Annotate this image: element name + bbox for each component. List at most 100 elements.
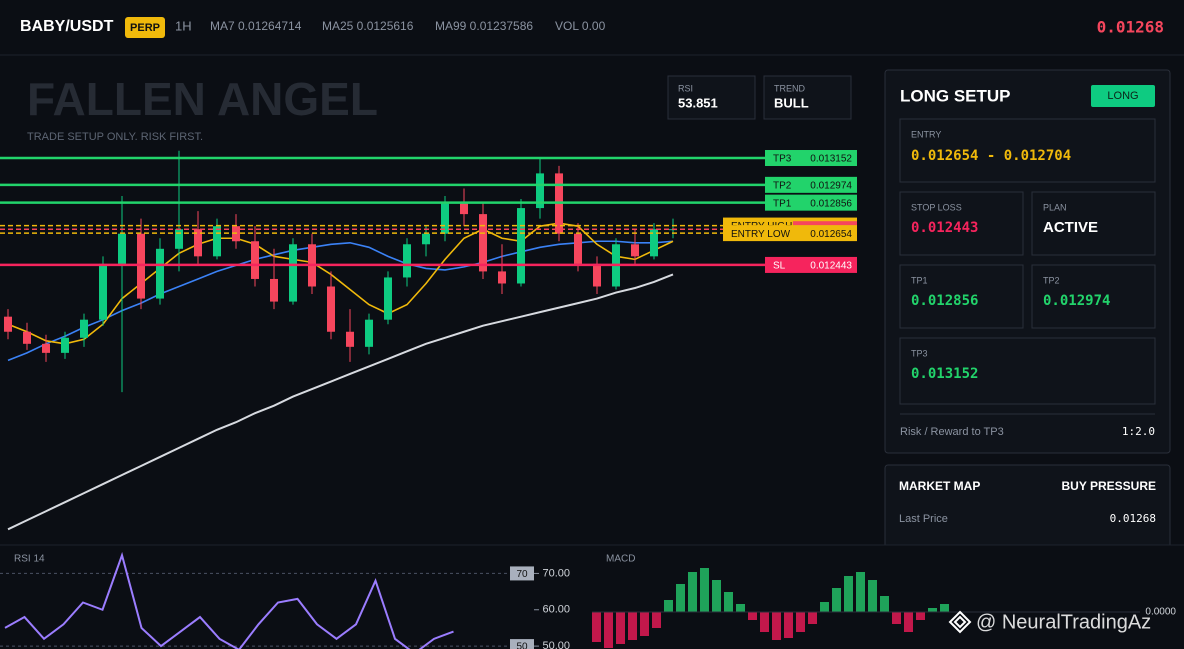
macd-bar — [640, 612, 649, 636]
y-tick-label: 0.0000 — [1145, 607, 1176, 618]
macd-bar — [940, 604, 949, 612]
level-box — [510, 566, 534, 581]
tp2-label: TP2 — [1043, 275, 1060, 285]
macd-bar — [616, 612, 625, 644]
volume: VOL 0.00 — [555, 19, 606, 33]
trend-box — [763, 75, 852, 120]
candle-body — [213, 226, 221, 257]
watermark-title: FALLEN ANGEL — [27, 73, 378, 125]
stop-label: STOP LOSS — [911, 202, 962, 212]
level-tag — [765, 176, 857, 193]
candle-body — [384, 277, 392, 320]
interval[interactable]: 1H — [175, 18, 192, 33]
level-tag — [765, 150, 857, 167]
candle-body — [422, 233, 430, 245]
macd-bar — [604, 612, 613, 648]
macd-bar — [628, 612, 637, 640]
entry-card — [899, 118, 1156, 183]
tp3-value: 0.013152 — [911, 366, 978, 382]
candle-body — [327, 286, 335, 332]
candle-body — [631, 244, 639, 257]
macd-bar — [748, 612, 757, 620]
candle-body — [270, 278, 278, 302]
level-value: 0.012443 — [810, 261, 852, 272]
y-tick-label: 60.00 — [542, 604, 570, 616]
level-tag — [765, 256, 857, 273]
macd-bar — [880, 596, 889, 612]
macd-bar — [916, 612, 925, 620]
entry-value: 0.012654 - 0.012704 — [911, 148, 1071, 164]
candle-body — [4, 316, 12, 332]
rsi-label: RSI — [678, 83, 693, 93]
tp3-card — [899, 337, 1156, 405]
macd-bar — [796, 612, 805, 632]
macd-bar — [832, 588, 841, 612]
rsi-box — [667, 75, 756, 120]
ma25: MA25 0.0125616 — [322, 19, 414, 33]
macd-bar — [820, 602, 829, 612]
stop-value: 0.012443 — [911, 220, 978, 236]
ma7: MA7 0.01264714 — [210, 19, 302, 33]
candle-body — [118, 233, 126, 264]
trend-value: BULL — [774, 95, 809, 110]
macd-bar — [592, 612, 601, 642]
plan-card — [1031, 191, 1156, 256]
long-badge-text: LONG — [1107, 90, 1138, 102]
trend-label: TREND — [774, 83, 805, 93]
macd-bar — [700, 568, 709, 612]
long-badge — [1091, 85, 1155, 107]
plan-value: ACTIVE — [1043, 219, 1098, 236]
stop-card — [899, 191, 1024, 256]
candle-body — [346, 331, 354, 347]
tp2-value: 0.012974 — [1043, 293, 1110, 309]
candle-body — [42, 343, 50, 353]
candle-body — [194, 229, 202, 257]
level-box — [510, 639, 534, 649]
candle-body — [175, 229, 183, 249]
tp1-card — [899, 264, 1024, 329]
last-price: 0.01268 — [1097, 18, 1164, 37]
level-name: ENTRY LOW — [731, 229, 791, 240]
candle-body — [289, 244, 297, 302]
macd-bar — [772, 612, 781, 640]
plan-label: PLAN — [1043, 202, 1067, 212]
level-value: 0.012856 — [810, 198, 852, 209]
candle-body — [517, 208, 525, 284]
tp1-label: TP1 — [911, 275, 928, 285]
macd-bar — [856, 572, 865, 612]
level-name: TP3 — [773, 154, 792, 165]
macd-bar — [868, 580, 877, 612]
symbol: BABY/USDT — [20, 18, 114, 35]
ma-line — [7, 273, 674, 531]
macd-bar — [844, 576, 853, 612]
level-name: TP2 — [773, 180, 792, 191]
market-title: MARKET MAP — [899, 479, 980, 493]
macd-bar — [892, 612, 901, 624]
candle-body — [441, 203, 449, 234]
y-tick-label: 70.00 — [542, 567, 570, 579]
candle-body — [251, 241, 259, 279]
level-tag — [723, 225, 857, 242]
candle-body — [61, 337, 69, 353]
candle-body — [80, 319, 88, 338]
level-label: 70 — [516, 569, 528, 580]
rr-label: Risk / Reward to TP3 — [900, 426, 1004, 438]
level-value: 0.012654 — [810, 229, 852, 240]
panel-title: RSI 14 — [14, 554, 45, 565]
candle-body — [23, 331, 31, 344]
macd-bar — [688, 572, 697, 612]
level-value: 0.013152 — [810, 154, 852, 165]
tp2-card — [1031, 264, 1156, 329]
indicators: RSI 14 70 50 70.00 60.00 50.00 MACD 0.0000 — [0, 551, 1176, 649]
candle-body — [479, 214, 487, 272]
candle-body — [403, 244, 411, 278]
rr-value: 1:2.0 — [1122, 425, 1155, 438]
level-value: 0.012974 — [810, 180, 852, 191]
ma-line — [7, 240, 674, 362]
macd-bar — [784, 612, 793, 638]
rsi-line — [4, 551, 454, 649]
candle-body — [99, 263, 107, 320]
watermark-logo — [948, 610, 972, 634]
macd-bar — [808, 612, 817, 624]
candle-body — [156, 248, 164, 299]
